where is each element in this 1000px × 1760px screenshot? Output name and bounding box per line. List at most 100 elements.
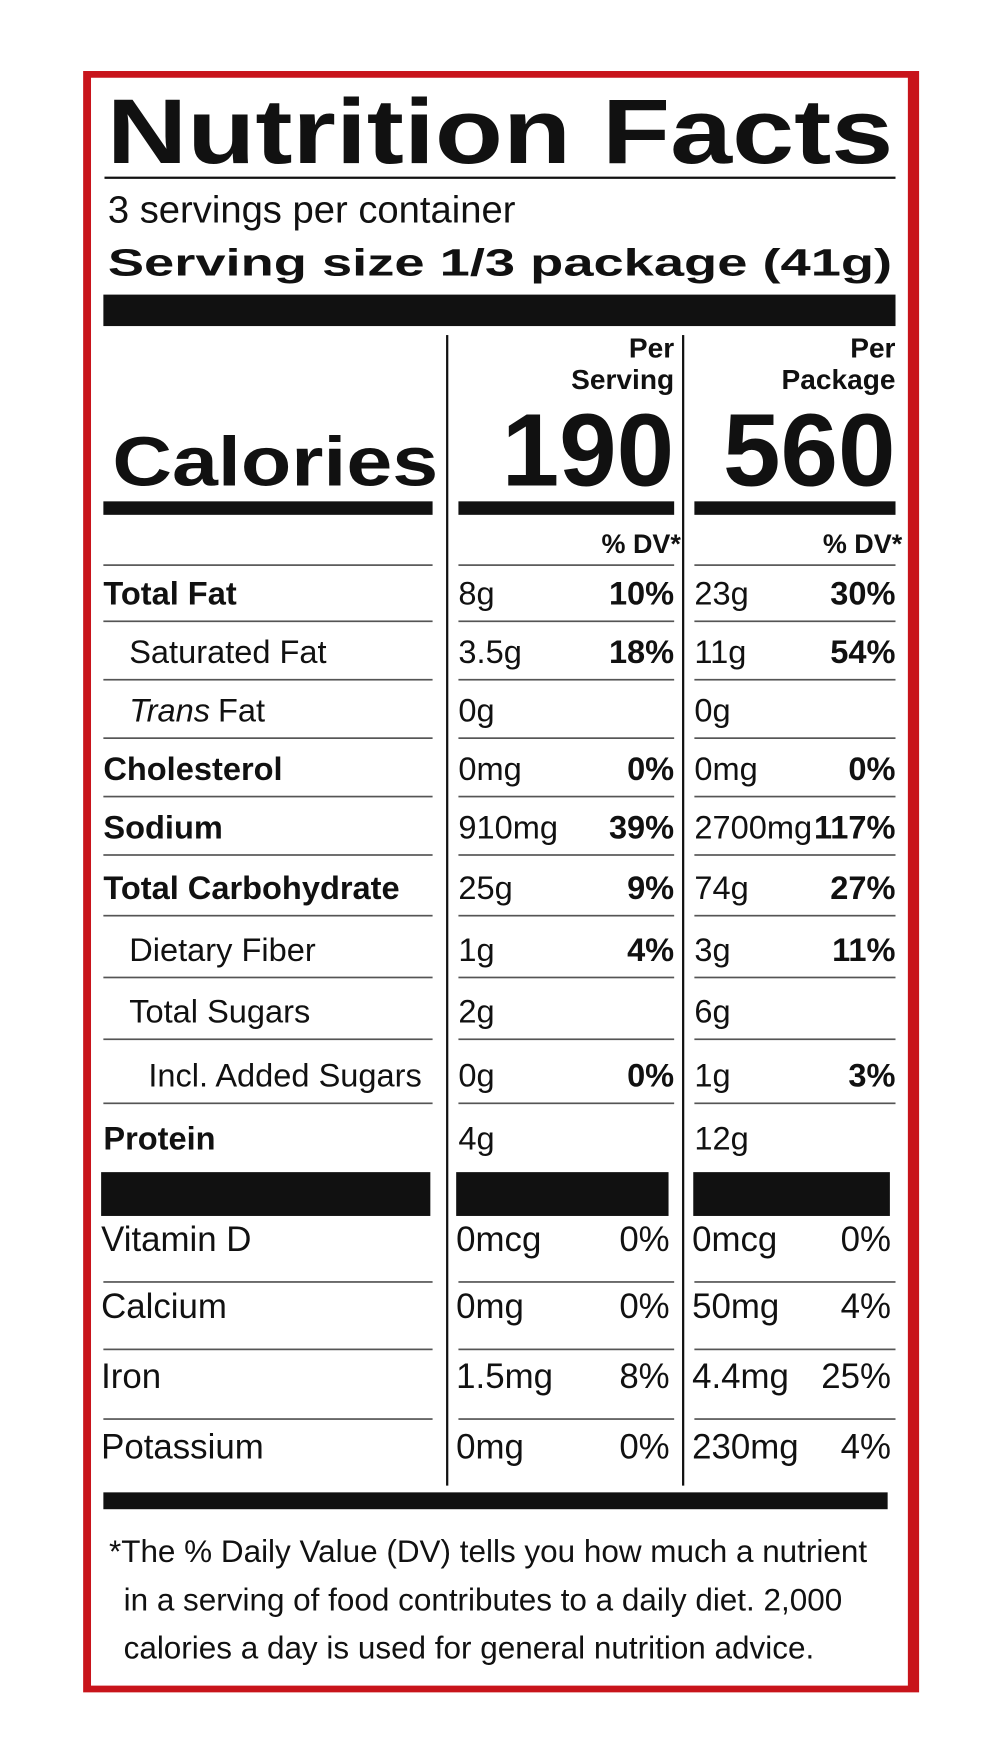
thick-rule (103, 1492, 888, 1510)
row-rule (694, 1281, 896, 1283)
row-rule (458, 737, 675, 739)
daily-value: 4% (627, 932, 674, 968)
column-heading: Per (629, 333, 674, 364)
daily-value: 117% (814, 809, 896, 845)
thick-rule (456, 1172, 669, 1216)
row-rule (458, 620, 675, 623)
servings: 3 servings per container (108, 189, 516, 232)
row-rule (694, 795, 896, 798)
title: Nutrition Facts (107, 80, 894, 183)
row-rule (103, 1281, 433, 1283)
nutrient-name: Dietary Fiber (129, 932, 316, 968)
row-rule (694, 914, 896, 917)
daily-value: 0% (627, 1058, 674, 1094)
calories-value: 560 (723, 392, 895, 508)
calories-label: Calories (112, 423, 438, 501)
daily-value: 4% (841, 1287, 891, 1326)
row-rule (458, 1418, 675, 1420)
row-rule (458, 1281, 675, 1283)
amount: 6g (694, 994, 730, 1030)
row-rule (458, 854, 675, 856)
row-rule (458, 1102, 675, 1105)
row-rule (103, 1348, 433, 1351)
dv-heading: % DV* (823, 529, 903, 559)
amount: 2g (458, 994, 494, 1030)
thick-rule (101, 1172, 431, 1216)
calories-rule (458, 501, 675, 515)
amount: 3g (694, 932, 730, 968)
amount: 0mg (456, 1287, 524, 1326)
nutrient-name-rest: Fat (218, 693, 265, 729)
label-panel (91, 77, 908, 1686)
row-rule (458, 1348, 675, 1351)
vitamin-name: Calcium (101, 1287, 227, 1326)
daily-value: 25% (821, 1357, 891, 1396)
footnote-line: in a serving of food contributes to a da… (124, 1582, 843, 1617)
column-heading: Per (850, 333, 895, 364)
calories-value: 190 (502, 392, 674, 508)
amount: 74g (694, 870, 748, 906)
row-rule (694, 1348, 896, 1351)
amount: 0mg (694, 751, 757, 787)
daily-value: 0% (619, 1287, 669, 1326)
row-rule (694, 620, 896, 623)
row-rule (103, 678, 433, 681)
nutrient-name: Sodium (103, 809, 222, 845)
footnote-line: *The % Daily Value (DV) tells you how mu… (109, 1534, 867, 1569)
daily-value: 39% (609, 809, 674, 845)
row-rule (103, 795, 433, 798)
dv-heading: % DV* (602, 529, 682, 559)
vitamin-name: Vitamin D (101, 1220, 251, 1259)
serving-size: Serving size 1/3 package (41g) (108, 242, 892, 285)
daily-value: 10% (609, 576, 674, 612)
row-rule (458, 795, 675, 798)
daily-value: 0% (841, 1220, 891, 1259)
row-rule (694, 737, 896, 739)
row-rule (103, 620, 433, 623)
thick-rule (103, 294, 896, 327)
nutrient-name: Saturated Fat (129, 634, 326, 670)
nutrient-name: Total Sugars (129, 994, 310, 1030)
row-rule (103, 976, 433, 979)
row-rule (694, 564, 896, 566)
daily-value: 54% (830, 634, 895, 670)
amount: 50mg (692, 1287, 779, 1326)
row-rule (458, 1038, 675, 1041)
amount: 1g (458, 932, 494, 968)
nutrient-name: Total Fat (103, 576, 236, 612)
row-rule (458, 564, 675, 566)
vitamin-name: Iron (101, 1357, 161, 1396)
amount: 0g (458, 1058, 494, 1094)
amount: 8g (458, 576, 494, 612)
amount: 0mg (456, 1428, 524, 1467)
amount: 1g (694, 1058, 730, 1094)
daily-value: 27% (830, 870, 895, 906)
nutrient-name: Incl. Added Sugars (148, 1058, 421, 1094)
row-rule (103, 737, 433, 739)
daily-value: 0% (848, 751, 895, 787)
nutrient-name: Protein (103, 1121, 215, 1157)
daily-value: 0% (619, 1428, 669, 1467)
daily-value: 3% (848, 1058, 895, 1094)
amount: 0mg (458, 751, 521, 787)
daily-value: 30% (830, 576, 895, 612)
amount: 12g (694, 1121, 748, 1157)
row-rule (458, 914, 675, 917)
column-heading: Package (782, 364, 896, 395)
amount: 23g (694, 576, 748, 612)
row-rule (103, 854, 433, 856)
column-divider (682, 335, 685, 1486)
daily-value: 4% (841, 1428, 891, 1467)
row-rule (694, 1038, 896, 1041)
amount: 0mcg (692, 1220, 777, 1259)
daily-value: 8% (619, 1357, 669, 1396)
amount: 2700mg (694, 809, 812, 845)
row-rule (103, 564, 433, 566)
nutrient-name: Trans Fat (129, 693, 265, 729)
vitamin-name: Potassium (101, 1428, 264, 1467)
row-rule (458, 976, 675, 979)
row-rule (103, 1418, 433, 1420)
row-rule (694, 1102, 896, 1105)
amount: 230mg (692, 1428, 799, 1467)
thick-rule (693, 1172, 890, 1216)
